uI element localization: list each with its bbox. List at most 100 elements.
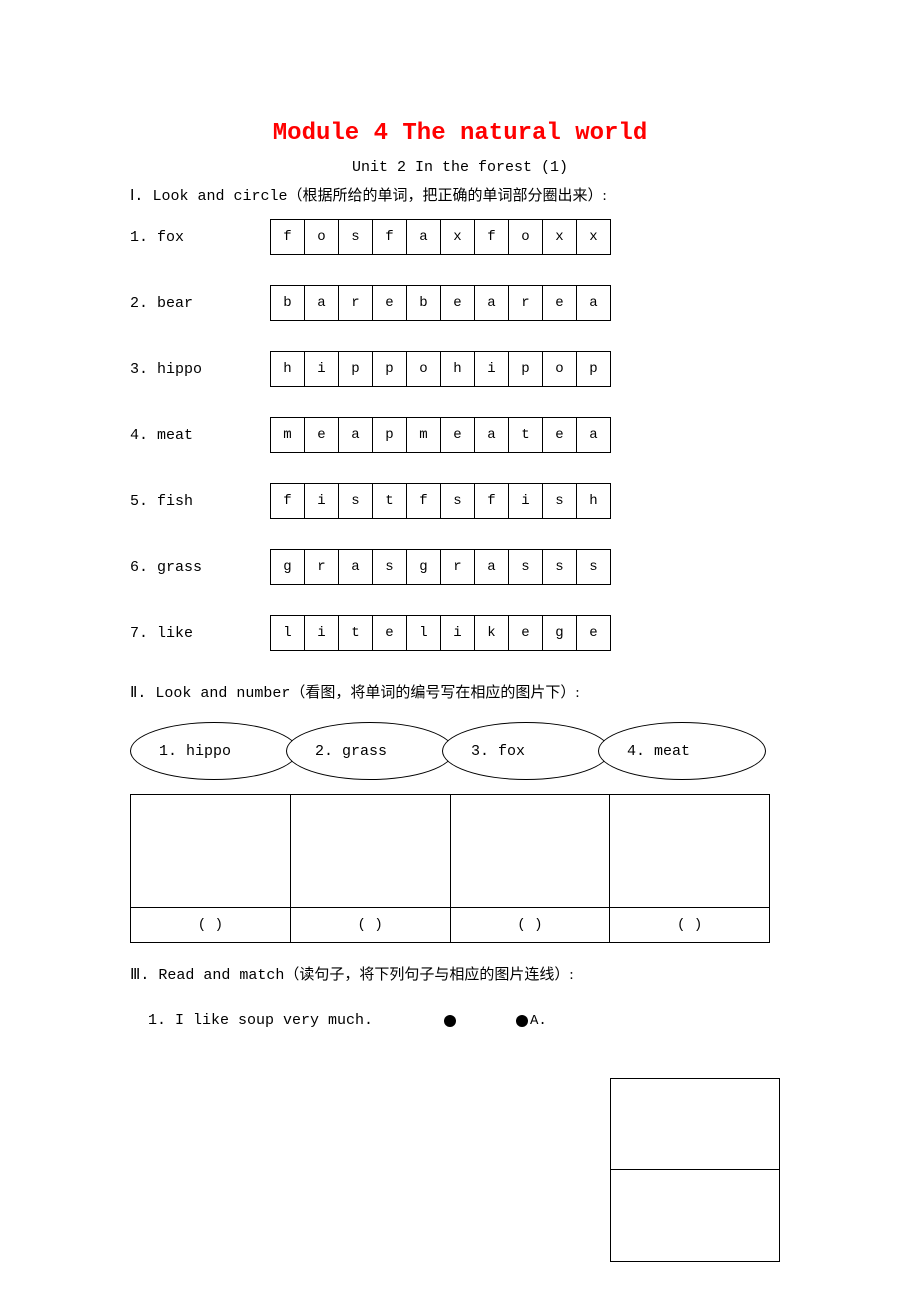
letter-cell[interactable]: e (509, 615, 543, 651)
letter-cell[interactable]: a (339, 549, 373, 585)
letter-cell[interactable]: a (407, 219, 441, 255)
letter-cell[interactable]: r (509, 285, 543, 321)
section-1-en: Look and circle (152, 188, 287, 205)
letter-cell[interactable]: p (373, 417, 407, 453)
letter-cell[interactable]: p (339, 351, 373, 387)
letter-cell[interactable]: s (441, 483, 475, 519)
letter-cell[interactable]: b (271, 285, 305, 321)
letter-cell[interactable]: k (475, 615, 509, 651)
letter-cell[interactable]: m (407, 417, 441, 453)
letter-cell[interactable]: f (475, 483, 509, 519)
letter-cell[interactable]: l (271, 615, 305, 651)
letter-cell[interactable]: a (475, 417, 509, 453)
letter-cell[interactable]: e (543, 285, 577, 321)
letter-cell[interactable]: m (271, 417, 305, 453)
worksheet-page: Module 4 The natural world Unit 2 In the… (0, 0, 920, 1302)
letter-cell[interactable]: p (577, 351, 611, 387)
letter-cell[interactable]: e (305, 417, 339, 453)
letter-cell[interactable]: x (543, 219, 577, 255)
letter-cell[interactable]: t (509, 417, 543, 453)
letter-cell[interactable]: s (543, 549, 577, 585)
letter-cell[interactable]: b (407, 285, 441, 321)
match-item: 1. I like soup very much. A. (130, 1012, 790, 1029)
letter-cell[interactable]: x (441, 219, 475, 255)
letter-cell[interactable]: s (577, 549, 611, 585)
letter-cell[interactable]: s (339, 483, 373, 519)
answer-cell[interactable]: ( ) (290, 908, 450, 943)
letter-cell[interactable]: e (441, 285, 475, 321)
letter-grid: fosfaxfoxx (270, 219, 611, 255)
letter-cell[interactable]: f (373, 219, 407, 255)
letter-cell[interactable]: a (475, 285, 509, 321)
letter-cell[interactable]: l (407, 615, 441, 651)
letter-cell[interactable]: o (509, 219, 543, 255)
picture-cell (290, 795, 450, 908)
word-label: 4. meat (130, 427, 270, 444)
letter-cell[interactable]: o (543, 351, 577, 387)
letter-cell[interactable]: e (441, 417, 475, 453)
word-row: 1. foxfosfaxfoxx (130, 219, 790, 255)
letter-grid: litelikege (270, 615, 611, 651)
answer-cell[interactable]: ( ) (610, 908, 770, 943)
unit-subtitle: Unit 2 In the forest (1) (130, 159, 790, 176)
letter-cell[interactable]: h (441, 351, 475, 387)
letter-cell[interactable]: i (305, 351, 339, 387)
letter-cell[interactable]: a (475, 549, 509, 585)
letter-cell[interactable]: s (509, 549, 543, 585)
letter-cell[interactable]: e (373, 285, 407, 321)
letter-cell[interactable]: r (441, 549, 475, 585)
section-2-en: Look and number (155, 685, 290, 702)
letter-cell[interactable]: p (509, 351, 543, 387)
section-1-heading: Ⅰ. Look and circle（根据所给的单词，把正确的单词部分圈出来）: (130, 184, 790, 205)
letter-cell[interactable]: f (475, 219, 509, 255)
letter-cell[interactable]: h (577, 483, 611, 519)
letter-cell[interactable]: i (441, 615, 475, 651)
letter-grid: barebearea (270, 285, 611, 321)
match-dot-left[interactable] (444, 1015, 456, 1027)
letter-cell[interactable]: s (373, 549, 407, 585)
word-label: 7. like (130, 625, 270, 642)
word-row: 7. likelitelikege (130, 615, 790, 651)
letter-cell[interactable]: a (577, 417, 611, 453)
letter-cell[interactable]: g (543, 615, 577, 651)
match-dot-right[interactable] (516, 1015, 528, 1027)
letter-cell[interactable]: f (271, 219, 305, 255)
letter-cell[interactable]: p (373, 351, 407, 387)
answer-row: ( ) ( ) ( ) ( ) (131, 908, 770, 943)
letter-cell[interactable]: i (305, 615, 339, 651)
section-2-num: Ⅱ. (130, 685, 155, 702)
letter-cell[interactable]: s (543, 483, 577, 519)
letter-cell[interactable]: s (339, 219, 373, 255)
letter-cell[interactable]: a (305, 285, 339, 321)
word-row: 2. bearbarebearea (130, 285, 790, 321)
letter-cell[interactable]: x (577, 219, 611, 255)
letter-cell[interactable]: r (339, 285, 373, 321)
letter-grid: meapmeatea (270, 417, 611, 453)
letter-cell[interactable]: t (373, 483, 407, 519)
letter-cell[interactable]: h (271, 351, 305, 387)
letter-cell[interactable]: e (543, 417, 577, 453)
section-3-cn: （读句子，将下列句子与相应的图片连线）: (284, 967, 573, 983)
letter-cell[interactable]: o (407, 351, 441, 387)
picture-table: ( ) ( ) ( ) ( ) (130, 794, 770, 943)
letter-cell[interactable]: e (577, 615, 611, 651)
letter-cell[interactable]: r (305, 549, 339, 585)
picture-cell (450, 795, 610, 908)
letter-cell[interactable]: o (305, 219, 339, 255)
letter-cell[interactable]: f (271, 483, 305, 519)
letter-cell[interactable]: i (509, 483, 543, 519)
letter-cell[interactable]: f (407, 483, 441, 519)
section-2-cn: （看图，将单词的编号写在相应的图片下）: (290, 685, 579, 701)
letter-cell[interactable]: e (373, 615, 407, 651)
answer-cell[interactable]: ( ) (131, 908, 291, 943)
word-label: 2. bear (130, 295, 270, 312)
letter-cell[interactable]: t (339, 615, 373, 651)
letter-cell[interactable]: g (271, 549, 305, 585)
oval-item: 2. grass (286, 722, 454, 780)
letter-cell[interactable]: g (407, 549, 441, 585)
letter-cell[interactable]: a (577, 285, 611, 321)
letter-cell[interactable]: i (475, 351, 509, 387)
letter-cell[interactable]: a (339, 417, 373, 453)
answer-cell[interactable]: ( ) (450, 908, 610, 943)
letter-cell[interactable]: i (305, 483, 339, 519)
